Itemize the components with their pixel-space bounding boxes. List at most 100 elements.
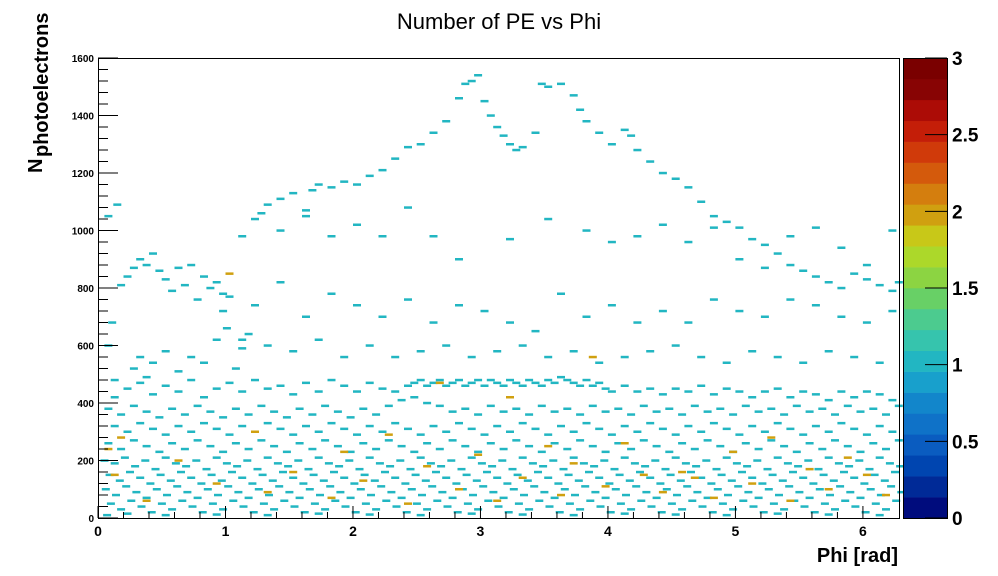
heatmap-cell [302, 214, 310, 218]
heatmap-cell [238, 347, 247, 350]
heatmap-cell [837, 286, 846, 290]
heatmap-cell [795, 490, 804, 494]
heatmap-cell [314, 183, 323, 186]
heatmap-cell [244, 447, 253, 451]
heatmap-cell [876, 493, 885, 497]
heatmap-cell [142, 263, 151, 267]
heatmap-cell [518, 456, 527, 459]
heatmap-cell [429, 235, 438, 238]
heatmap-cell [108, 321, 117, 324]
heatmap-cell [537, 450, 546, 454]
heatmap-cell [244, 413, 253, 416]
heatmap-cell [305, 488, 314, 491]
heatmap-cell [161, 513, 170, 517]
heatmap-cell [826, 493, 834, 497]
heatmap-cell [493, 125, 502, 129]
heatmap-cell [875, 283, 884, 287]
heatmap-cell [671, 513, 680, 516]
heatmap-cell [708, 511, 717, 514]
heatmap-cell [616, 502, 625, 505]
heatmap-cell [658, 309, 667, 313]
heatmap-cell [824, 513, 833, 516]
heatmap-cell [207, 473, 216, 477]
heatmap-cell [661, 467, 670, 471]
heatmap-cell [530, 485, 539, 488]
heatmap-cell [474, 378, 483, 382]
heatmap-cell [531, 427, 540, 431]
heatmap-cell [265, 493, 273, 497]
heatmap-cell [810, 511, 819, 514]
heatmap-cell [123, 430, 132, 433]
heatmap-cell [442, 384, 451, 387]
heatmap-cell [678, 508, 687, 511]
heatmap-cell [662, 488, 671, 491]
y-tick-label: 400 [77, 399, 94, 410]
heatmap-cell [161, 456, 170, 459]
heatmap-cell [804, 459, 813, 462]
heatmap-cell [174, 266, 183, 270]
heatmap-cell [563, 447, 572, 451]
heatmap-cell [837, 315, 846, 318]
heatmap-cell [168, 407, 177, 410]
heatmap-cell [486, 442, 495, 445]
heatmap-cell [735, 433, 744, 436]
heatmap-cell [518, 513, 527, 516]
y-tick-label: 1400 [72, 112, 95, 123]
heatmap-cell [799, 390, 808, 393]
heatmap-cell [455, 304, 463, 307]
heatmap-cell [544, 355, 553, 359]
heatmap-cell [875, 361, 884, 364]
heatmap-cell [206, 444, 215, 448]
heatmap-cell [850, 272, 859, 275]
heatmap-cell [824, 350, 833, 353]
palette-swatch [904, 308, 947, 331]
heatmap-cell [238, 338, 247, 341]
heatmap-cell [442, 344, 451, 347]
heatmap-cell [738, 470, 746, 474]
palette-swatch [904, 434, 947, 456]
heatmap-cell [869, 407, 878, 410]
heatmap-cell [327, 235, 336, 238]
heatmap-cell [178, 499, 187, 502]
heatmap-cell [423, 401, 432, 405]
heatmap-cell [678, 442, 687, 445]
heatmap-cell [391, 421, 400, 425]
heatmap-cell [300, 511, 309, 514]
x-tick-label: 4 [604, 523, 612, 539]
heatmap-cell [820, 502, 829, 505]
heatmap-cell [429, 321, 438, 324]
palette-swatch [904, 350, 947, 372]
heatmap-cell [601, 450, 610, 454]
heatmap-cell [493, 424, 502, 428]
heatmap-cell [467, 79, 476, 83]
y-tick-label: 200 [77, 457, 94, 468]
heatmap-cell [564, 473, 573, 477]
heatmap-cell [601, 387, 610, 390]
heatmap-cell [289, 433, 298, 436]
heatmap-cell [432, 470, 440, 474]
heatmap-cell [729, 450, 738, 454]
heatmap-cell [732, 462, 741, 465]
heatmap-cell [582, 229, 591, 232]
heatmap-cell [690, 476, 699, 479]
heatmap-cell [545, 505, 554, 508]
heatmap-cell [850, 476, 859, 479]
heatmap-cell [856, 450, 865, 454]
heatmap-cell [840, 470, 848, 474]
heatmap-cell [569, 94, 578, 97]
y-tick-label: 800 [77, 284, 94, 295]
heatmap-cell [888, 430, 897, 433]
x-tick-label: 0 [94, 523, 102, 539]
heatmap-cell [627, 413, 636, 416]
heatmap-cell [569, 381, 578, 385]
heatmap-cell [780, 508, 789, 511]
heatmap-cell [550, 381, 559, 385]
heatmap-cell [467, 512, 476, 515]
heatmap-cell [324, 462, 333, 465]
heatmap-cell [875, 393, 884, 396]
heatmap-cell [115, 479, 124, 482]
heatmap-cell [314, 430, 323, 433]
heatmap-cell [463, 502, 472, 505]
heatmap-cell [792, 404, 801, 408]
